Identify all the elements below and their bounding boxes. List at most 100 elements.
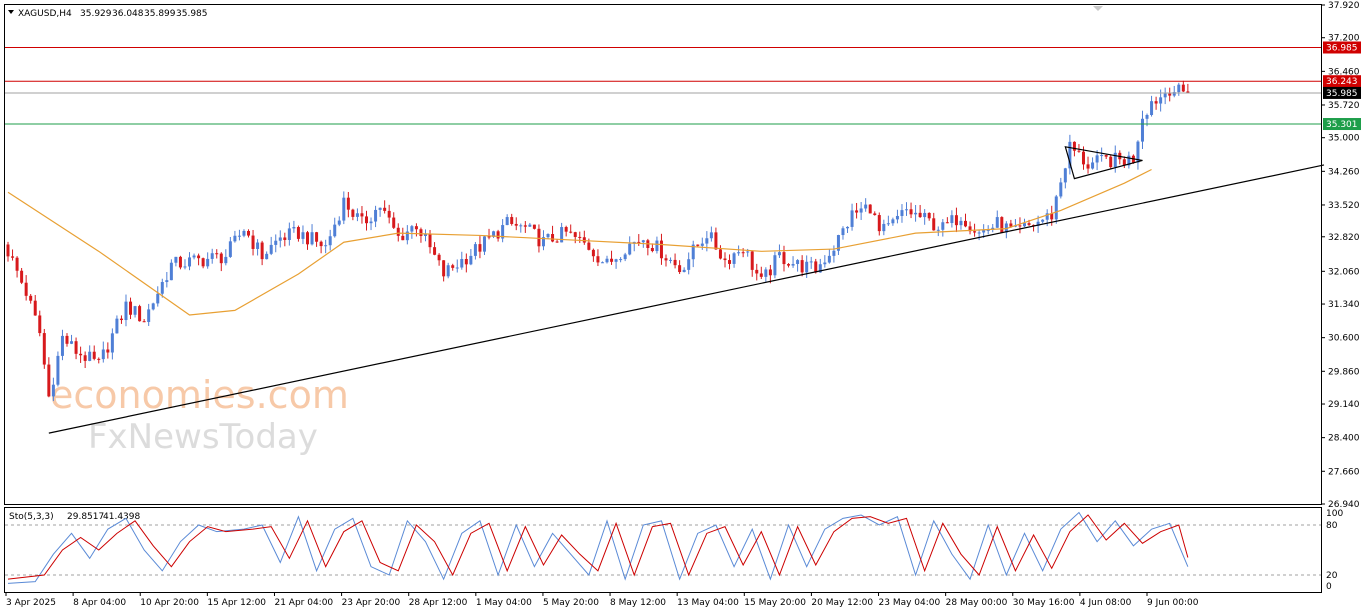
candle-body-198: [905, 209, 909, 211]
candle-body-20: [97, 358, 101, 360]
candle-body-196: [895, 215, 899, 220]
candle-body-25: [119, 318, 123, 321]
candle-body-9: [47, 364, 51, 397]
candle-body-67: [310, 232, 314, 245]
hline-label-box-1: [1323, 75, 1361, 88]
candle-body-205: [936, 229, 940, 231]
candle-body-173: [791, 263, 795, 266]
candle-body-153: [700, 243, 704, 246]
candle-body-150: [687, 259, 691, 270]
candle-body-164: [750, 251, 754, 270]
candle-body-180: [823, 262, 827, 265]
candle-body-63: [292, 227, 296, 229]
candle-body-135: [619, 259, 623, 261]
x-tick-label-10: 13 May 04:00: [677, 598, 739, 608]
y-tick-label-1: 37.200: [1328, 34, 1360, 44]
stoch-level-80: 80: [1326, 521, 1338, 531]
candle-body-207: [945, 222, 949, 224]
candle-body-71: [328, 236, 332, 246]
indicator-panel: [4, 507, 1322, 593]
candle-body-189: [864, 204, 868, 209]
candle-body-145: [664, 258, 668, 261]
candle-body-190: [868, 204, 872, 214]
candle-body-249: [1136, 141, 1140, 163]
candle-body-202: [923, 212, 927, 218]
scroll-marker-icon[interactable]: [1093, 6, 1103, 11]
candle-body-108: [496, 231, 500, 239]
candle-body-33: [156, 293, 160, 304]
candle-body-46: [215, 253, 219, 255]
candle-body-88: [405, 231, 409, 241]
candle-body-83: [383, 207, 387, 211]
stoch-level-20: 20: [1326, 571, 1338, 581]
candle-body-203: [927, 212, 931, 219]
candle-body-221: [1009, 223, 1013, 227]
candle-body-75: [346, 197, 350, 210]
x-tick-label-17: 9 Jun 00:00: [1147, 598, 1199, 608]
candle-body-103: [473, 244, 477, 256]
candle-body-107: [492, 231, 496, 237]
candle-body-227: [1036, 221, 1040, 226]
candle-body-99: [455, 267, 459, 269]
candle-body-52: [242, 230, 246, 236]
y-tick-label-7: 32.820: [1328, 233, 1360, 243]
candle-body-122: [560, 227, 564, 243]
candle-body-195: [891, 219, 895, 224]
x-tick-label-11: 15 May 20:00: [744, 598, 806, 608]
candle-body-101: [464, 258, 468, 265]
candle-body-210: [959, 220, 963, 226]
candle-body-28: [133, 306, 137, 315]
candle-body-168: [768, 269, 772, 276]
candle-body-257: [1172, 92, 1176, 96]
y-tick-label-8: 32.060: [1328, 267, 1360, 277]
candle-body-45: [210, 253, 214, 259]
ohlc-low: 35.899: [144, 9, 176, 19]
candle-body-124: [569, 231, 573, 233]
candle-body-144: [659, 240, 663, 259]
candle-body-246: [1122, 159, 1126, 166]
candle-body-132: [605, 258, 609, 263]
candle-body-113: [519, 225, 523, 227]
candle-body-230: [1050, 213, 1054, 220]
candle-body-65: [301, 232, 305, 239]
candle-body-13: [65, 335, 69, 344]
candle-body-74: [342, 197, 346, 221]
candle-body-50: [233, 235, 237, 242]
candle-body-142: [650, 248, 654, 252]
candle-body-117: [537, 228, 541, 247]
candle-body-95: [437, 254, 441, 261]
candle-body-32: [151, 303, 155, 310]
candle-body-176: [805, 261, 809, 273]
candle-body-53: [247, 230, 251, 236]
triangle-pattern: [1064, 146, 1143, 180]
hline-label-box-0: [1323, 41, 1361, 54]
hline-label-1: 36.243: [1326, 77, 1358, 87]
candle-body-92: [423, 233, 427, 237]
candle-body-194: [886, 223, 890, 225]
candle-body-47: [219, 253, 223, 264]
candle-body-253: [1154, 101, 1158, 104]
candle-body-86: [396, 227, 400, 236]
collapse-arrow-icon[interactable]: [8, 10, 14, 14]
candle-body-231: [1054, 196, 1058, 220]
candle-body-174: [796, 260, 800, 264]
candle-body-232: [1059, 182, 1063, 197]
candle-body-169: [773, 255, 777, 276]
ohlc-close: 35.985: [176, 9, 208, 19]
candle-body-91: [419, 229, 423, 237]
candle-body-100: [460, 258, 464, 268]
candle-body-201: [918, 212, 922, 218]
stoch-level-100: 100: [1326, 509, 1343, 519]
candle-body-22: [106, 349, 110, 353]
candle-body-30: [142, 321, 146, 323]
candle-body-175: [800, 260, 804, 273]
candle-body-156: [714, 232, 718, 250]
candle-body-157: [718, 249, 722, 259]
candle-body-111: [510, 217, 514, 224]
indicator-main-value: 29.8517: [67, 512, 104, 522]
candle-body-211: [964, 220, 968, 227]
candle-body-260: [1186, 91, 1190, 93]
candle-body-258: [1177, 84, 1181, 93]
candle-body-239: [1091, 162, 1095, 169]
candle-body-66: [306, 232, 310, 245]
